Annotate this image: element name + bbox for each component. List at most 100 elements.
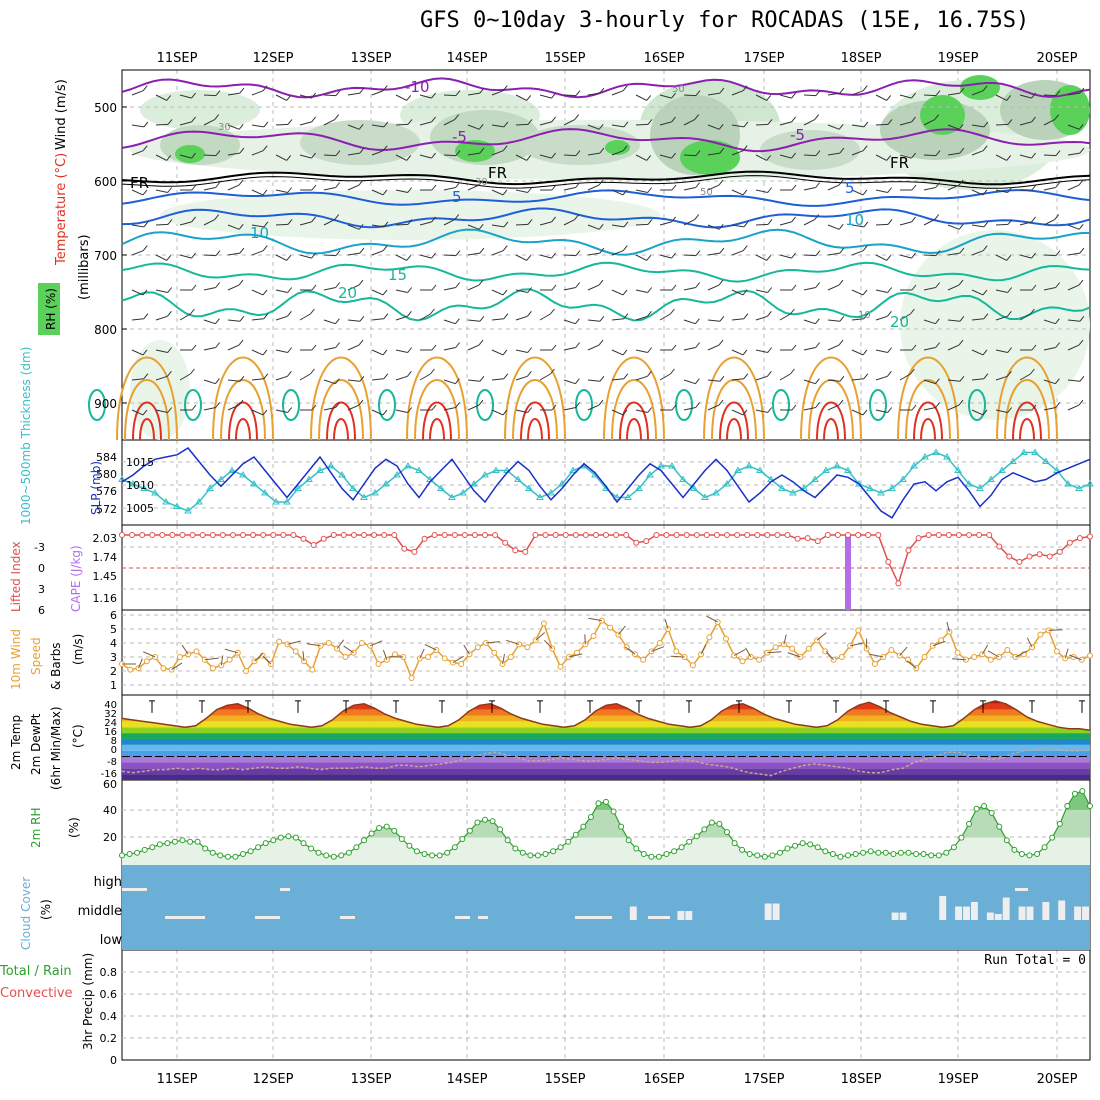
wind-barb	[203, 219, 215, 226]
thickness-line-point	[459, 489, 467, 496]
wind-barb-flag	[671, 152, 676, 159]
wind-barb-flag	[215, 318, 220, 325]
wind-barb-flag	[239, 375, 245, 382]
wind-barb-flag	[718, 223, 724, 230]
wind-barb-flag	[791, 116, 796, 123]
wind-barb	[611, 378, 624, 381]
wind-barb-10m	[142, 651, 156, 658]
rh-2m-point	[519, 849, 526, 856]
wind-barb-flag	[358, 279, 364, 286]
wind-barb	[131, 189, 144, 196]
wind-barb-flag	[382, 189, 388, 196]
thickness-line-point	[965, 480, 973, 487]
contour-label: 10	[845, 211, 864, 229]
wind-barb-flag	[718, 279, 724, 286]
wind-barb-flag	[407, 219, 413, 225]
lifted-index-line-point	[754, 532, 761, 538]
wind-barb-flag	[167, 347, 173, 353]
cloud-bar-low	[478, 916, 488, 919]
wind-barb-10m	[1015, 650, 1028, 658]
wind-barb-10m	[138, 658, 143, 669]
rh-2m-point	[1034, 851, 1041, 857]
wind-barb-flag	[407, 187, 413, 193]
lifted-index-line-point	[713, 532, 720, 538]
date-label-top: 11SEP	[157, 51, 198, 66]
wind-barb	[803, 319, 816, 325]
thickness-line-point	[283, 498, 291, 505]
temp-band	[122, 721, 1090, 728]
wind-barb-flag	[935, 90, 941, 96]
temp-contour-loop	[675, 389, 693, 421]
wind-barb-flag	[862, 349, 868, 356]
wind-barb-flag	[382, 145, 388, 152]
wind-barb-flag	[575, 378, 580, 385]
wind-barb	[443, 347, 456, 351]
rh-2m-point	[285, 833, 292, 840]
wind-barb	[539, 121, 552, 126]
wind-barb	[251, 409, 264, 416]
wind-barb-flag	[167, 287, 173, 293]
wind-barb	[443, 219, 455, 226]
wind-barb-flag	[959, 315, 965, 322]
wind-barb-flag	[671, 92, 676, 99]
wind-barb	[923, 154, 937, 157]
wind-barb-flag	[359, 247, 365, 254]
rh-2m-point	[943, 849, 950, 856]
wind-barb	[443, 119, 455, 126]
wind-barb-flag	[935, 318, 940, 325]
temperature-contour	[121, 170, 1091, 186]
thickness-tick: 576	[96, 485, 117, 498]
wind-barb-flag	[862, 85, 868, 92]
temp-contour-loop	[88, 389, 106, 421]
wind-barb-flag	[742, 189, 748, 196]
lifted-index-line-point	[623, 532, 630, 538]
wind-barb-10m	[951, 658, 966, 661]
wind-barb-flag	[142, 85, 148, 92]
wind-barb-flag	[431, 252, 436, 259]
wind-barb-flag	[143, 121, 149, 128]
cloud-bar-middle	[891, 912, 899, 920]
contour-label: 10	[250, 224, 269, 242]
wind-barb-10m	[1026, 637, 1033, 648]
date-label-bottom: 20SEP	[1037, 1072, 1078, 1087]
wind-barb	[611, 318, 624, 321]
surface-temp-contour	[619, 401, 649, 441]
wind-speed-line-point	[640, 656, 647, 663]
wind-barb	[395, 349, 408, 353]
lifted-index-line-point	[149, 532, 156, 538]
wind-barb	[155, 254, 167, 261]
wind-barb-flag	[1031, 284, 1037, 291]
rh-2m-point	[875, 849, 882, 856]
wind-barb	[275, 375, 288, 381]
wind-barb-flag	[455, 90, 461, 96]
temperature-contour	[121, 261, 1091, 283]
wind-barb-10m	[262, 655, 272, 665]
wind-barb	[419, 373, 431, 381]
lifted-index-line-point	[955, 532, 962, 538]
thickness-line-point	[349, 484, 357, 491]
rh-2m-point	[482, 816, 488, 823]
wind-barb	[131, 90, 144, 96]
wind-barb-flag	[791, 284, 797, 291]
temp2m-title-a: 2m Temp	[9, 715, 23, 770]
wind-barb	[827, 124, 840, 130]
wind-barb	[755, 349, 768, 353]
lifted-index-line-point	[592, 532, 599, 538]
rh-2m-point	[171, 838, 178, 845]
wind-barb-flag	[1079, 87, 1085, 94]
wind-barb-flag	[958, 179, 964, 186]
surface-temp-contour	[711, 379, 757, 441]
rh-2m-point	[345, 849, 352, 856]
wind-barb-flag	[215, 402, 221, 408]
wind-barb-flag	[1030, 308, 1035, 315]
wind-barb-flag	[143, 313, 149, 320]
rh-2m-point	[300, 840, 307, 847]
wind-barb	[563, 119, 575, 126]
temp-contour-loop	[772, 389, 790, 421]
lifted-index-line-point	[996, 543, 1003, 550]
wind-barb	[1067, 404, 1080, 411]
wind-barb-10m	[624, 646, 636, 655]
wind-barb-10m	[224, 648, 238, 654]
wind-speed-line-point	[1037, 631, 1044, 638]
rh-2m-point	[429, 852, 436, 859]
